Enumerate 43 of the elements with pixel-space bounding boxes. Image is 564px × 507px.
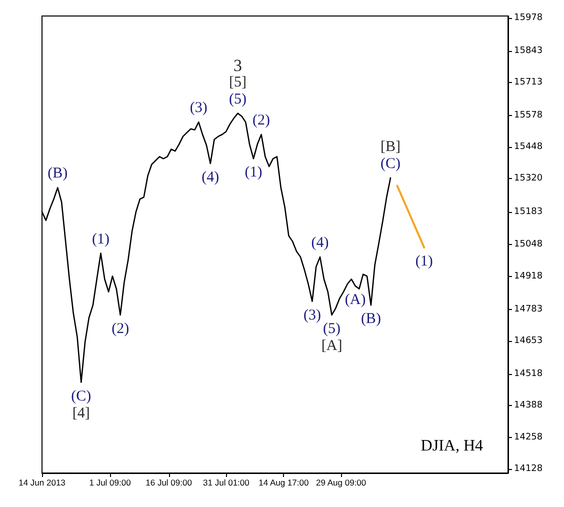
y-tick-label: 14258: [514, 432, 543, 442]
x-tick-label: 14 Aug 17:00: [258, 478, 309, 488]
y-tick-label: 15048: [514, 240, 543, 250]
annotation: (5): [323, 320, 341, 337]
y-tick-label: 15843: [514, 46, 543, 56]
x-tick-label: 1 Jul 09:00: [89, 478, 132, 488]
annotation: DJIA, H4: [420, 438, 483, 454]
annotation: (3): [303, 307, 321, 324]
y-tick-label: 14653: [514, 336, 543, 346]
y-tick-label: 15448: [514, 142, 543, 152]
annotation: (2): [252, 112, 270, 129]
annotation: (5): [229, 91, 247, 108]
y-tick-label: 14388: [514, 400, 543, 411]
annotation: (A): [344, 292, 366, 308]
annotation: (B): [48, 166, 68, 182]
x-tick-label: 29 Aug 09:00: [316, 478, 366, 488]
x-tick-label: 14 Jun 2013: [18, 478, 66, 488]
annotation: [B]: [380, 138, 401, 155]
y-tick-label: 15713: [514, 78, 543, 88]
annotation: (B): [360, 311, 381, 328]
y-tick-label: 14783: [514, 304, 543, 314]
annotation: (4): [202, 170, 220, 186]
annotation: (4): [311, 234, 329, 251]
y-tick-label: 14518: [514, 368, 543, 379]
y-tick-label: 14128: [514, 464, 543, 474]
x-tick-label: 31 Jul 01:00: [203, 478, 250, 488]
x-tick-label: 16 Jul 09:00: [146, 478, 192, 488]
annotation: (3): [190, 100, 208, 116]
annotation: (1): [244, 164, 262, 181]
annotation: 3: [234, 56, 242, 75]
annotation: [A]: [321, 338, 342, 354]
annotation: [4]: [72, 405, 90, 422]
annotation: (C): [380, 156, 401, 172]
y-tick-label: 14918: [514, 271, 543, 282]
y-tick-label: 15578: [514, 110, 543, 120]
y-tick-label: 15320: [514, 173, 543, 184]
annotation: (2): [112, 320, 130, 337]
annotation: (1): [415, 253, 433, 270]
annotation: (C): [71, 388, 92, 404]
annotation: [5]: [229, 74, 247, 90]
y-tick-label: 15183: [514, 206, 543, 217]
annotation: (1): [92, 231, 110, 248]
y-tick-label: 15978: [514, 12, 543, 23]
